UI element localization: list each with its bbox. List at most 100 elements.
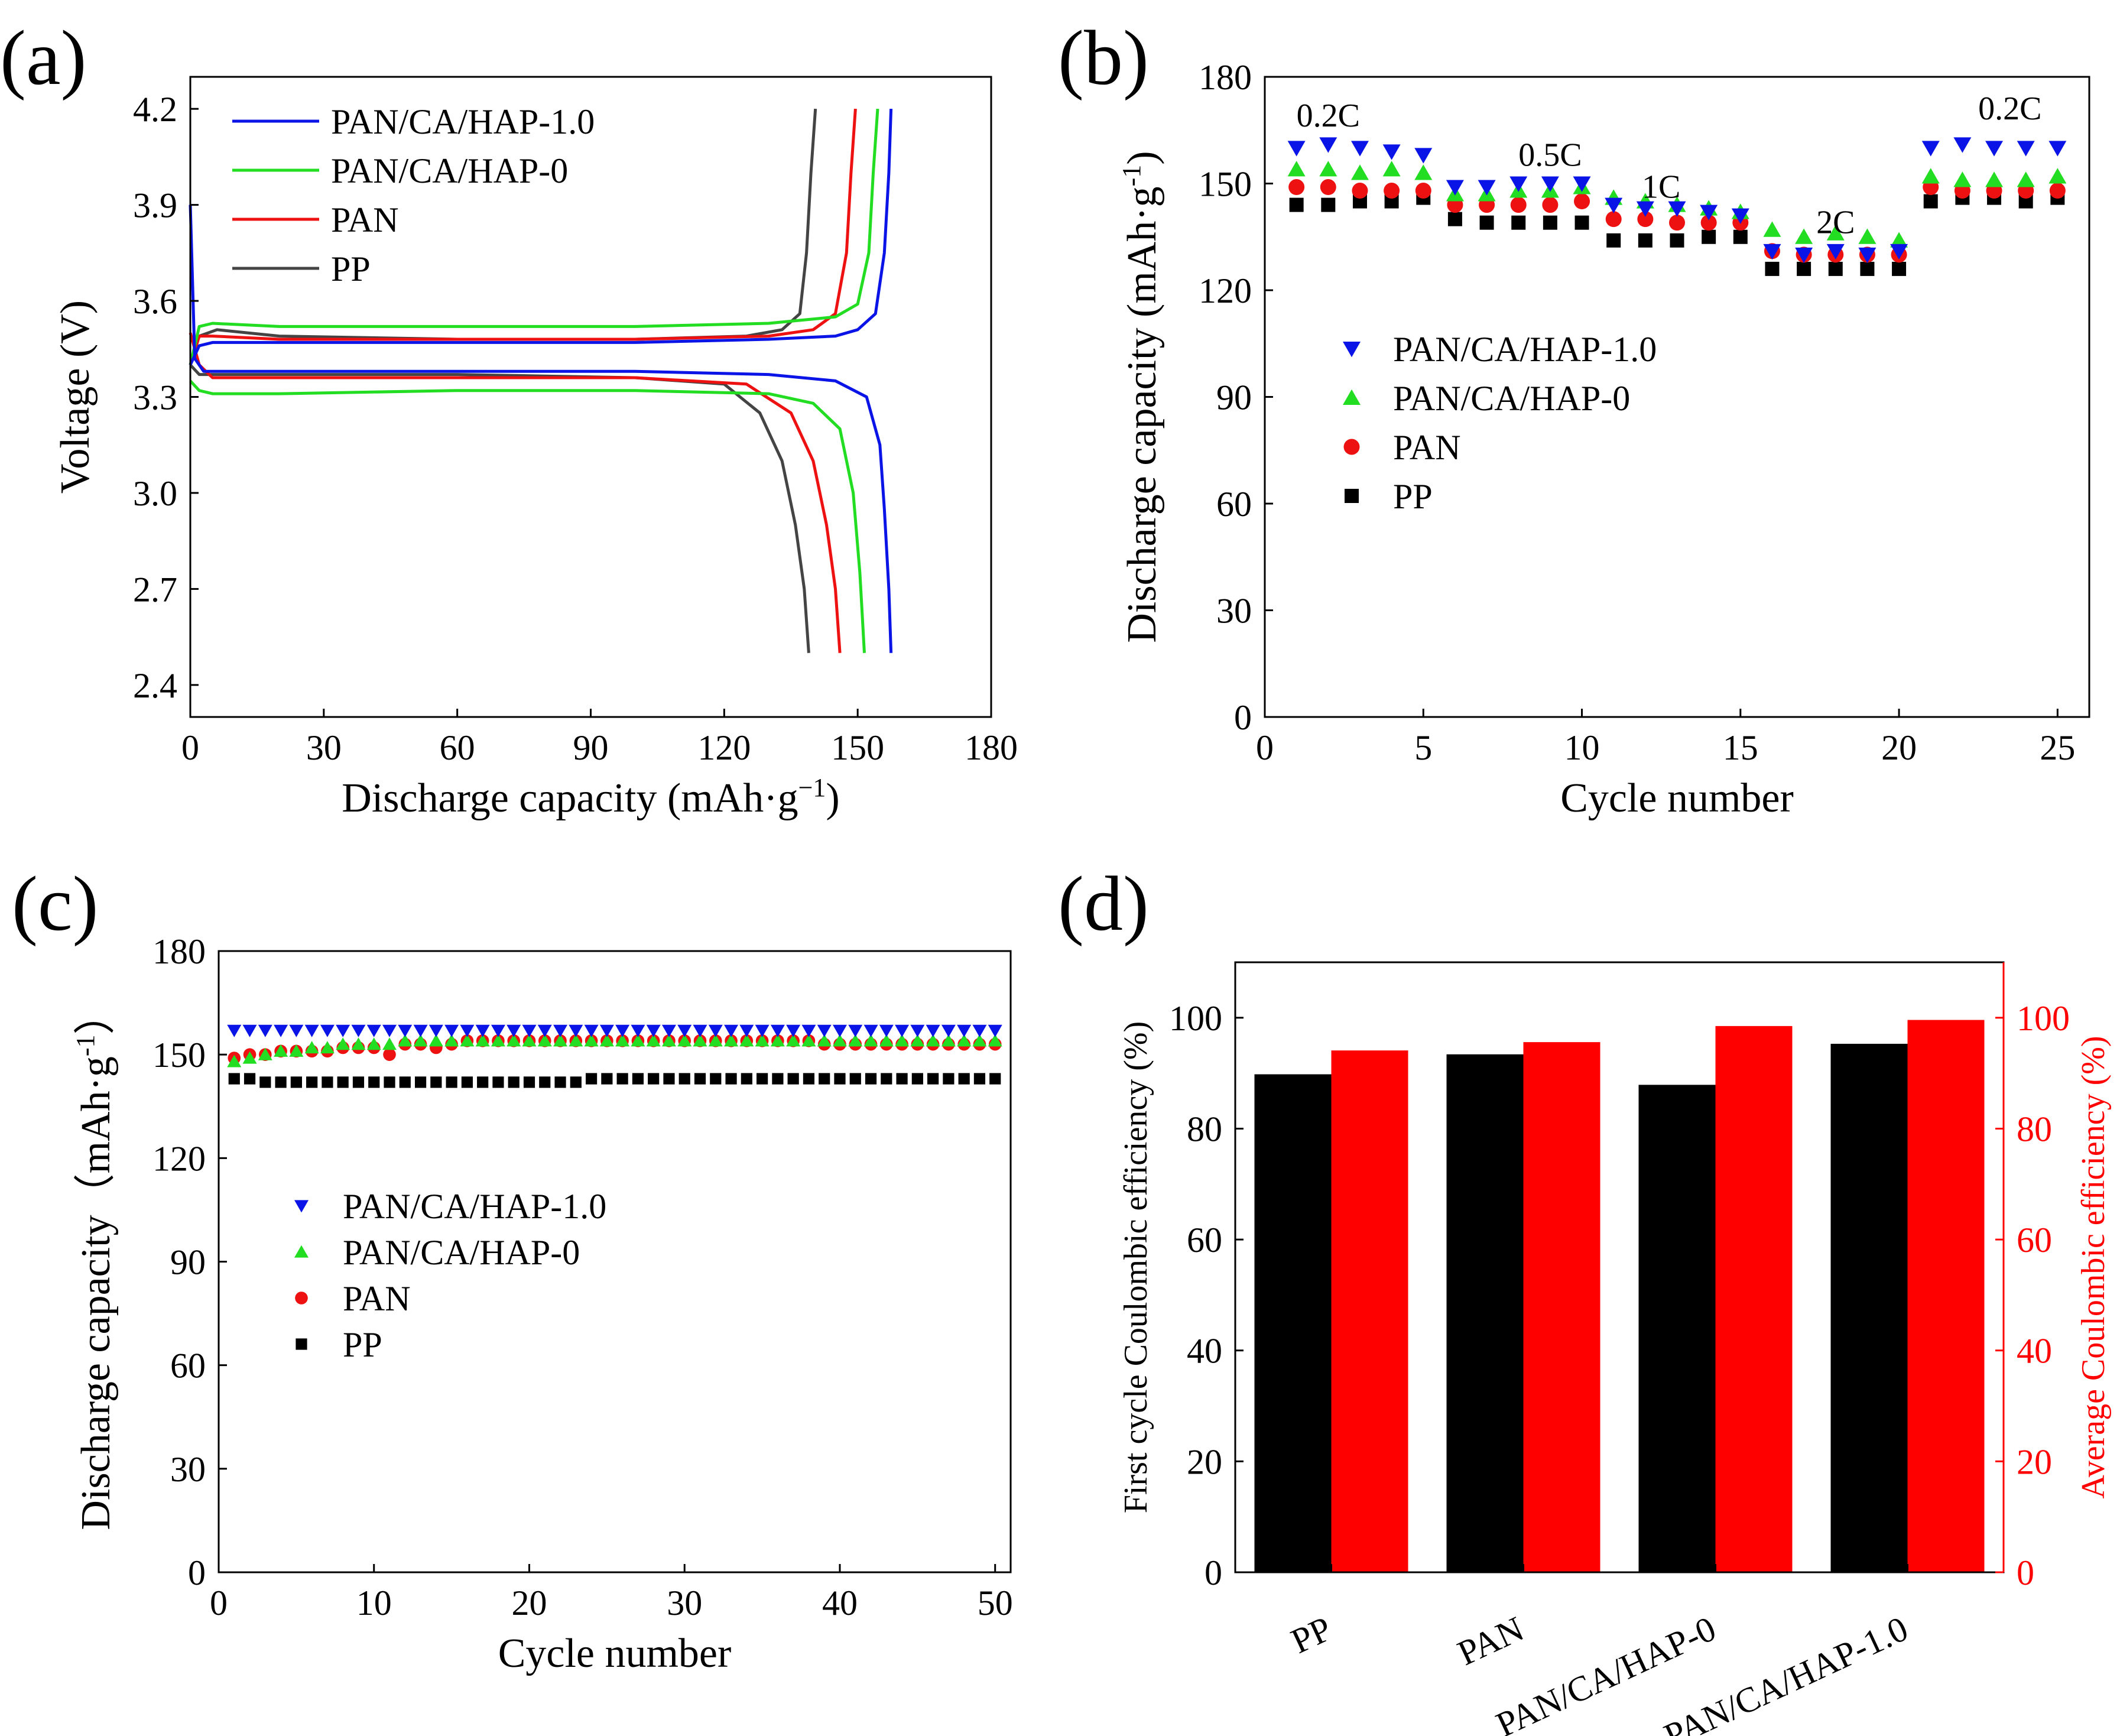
series-line-charge bbox=[189, 109, 893, 366]
data-point bbox=[926, 1034, 940, 1047]
data-point bbox=[832, 1034, 847, 1047]
panel-a-y-tick-label: 3.0 bbox=[133, 474, 177, 513]
data-point bbox=[1414, 148, 1433, 164]
data-point bbox=[227, 1024, 242, 1037]
legend-marker bbox=[1345, 489, 1359, 503]
data-point bbox=[663, 1073, 675, 1085]
rate-annotation: 2C bbox=[1816, 205, 1855, 241]
data-point bbox=[879, 1024, 894, 1037]
panel-d-y-axis-label: First cycle Coulombic efficiency (%) bbox=[1118, 1021, 1154, 1513]
data-point bbox=[1352, 183, 1368, 199]
data-point bbox=[1415, 183, 1431, 199]
data-point bbox=[1763, 221, 1781, 237]
panel-c-x-tick-label: 40 bbox=[822, 1584, 858, 1623]
legend-marker bbox=[294, 1200, 309, 1213]
panel-b-x-tick-label: 20 bbox=[1881, 728, 1917, 767]
data-point bbox=[863, 1034, 878, 1047]
legend-label: PAN/CA/HAP-1.0 bbox=[331, 102, 595, 141]
panel-d-y2-tick-label: 100 bbox=[2017, 999, 2070, 1038]
data-point bbox=[631, 1024, 645, 1037]
data-point bbox=[1478, 180, 1496, 196]
data-point bbox=[553, 1024, 568, 1037]
data-point bbox=[1350, 141, 1369, 157]
legend-marker bbox=[296, 1338, 307, 1350]
data-point bbox=[444, 1024, 459, 1037]
panel-d-y2-tick-label: 40 bbox=[2017, 1332, 2052, 1371]
data-point bbox=[413, 1034, 428, 1047]
data-point bbox=[1797, 261, 1811, 276]
data-point bbox=[646, 1024, 661, 1037]
data-point bbox=[1890, 232, 1908, 248]
panel-b-x-axis-label: Cycle number bbox=[1560, 775, 1794, 821]
panel-a-x-tick-label: 150 bbox=[831, 728, 884, 767]
data-point bbox=[879, 1034, 894, 1047]
data-point bbox=[228, 1073, 240, 1085]
series-line-discharge bbox=[189, 364, 810, 653]
data-point bbox=[242, 1051, 257, 1064]
data-point bbox=[1605, 211, 1622, 228]
data-point bbox=[1543, 215, 1557, 230]
data-point bbox=[584, 1024, 599, 1037]
data-point bbox=[863, 1024, 878, 1037]
data-point bbox=[739, 1034, 754, 1047]
data-point bbox=[398, 1024, 413, 1037]
data-point bbox=[1668, 201, 1686, 217]
data-point bbox=[787, 1073, 799, 1085]
panel-c-y-tick-label: 90 bbox=[170, 1243, 206, 1282]
legend-marker bbox=[294, 1245, 309, 1258]
data-point bbox=[755, 1024, 770, 1037]
data-point bbox=[446, 1076, 457, 1088]
data-point bbox=[1637, 211, 1654, 228]
data-point bbox=[507, 1024, 521, 1037]
legend-label: PAN/CA/HAP-1.0 bbox=[343, 1187, 606, 1226]
data-point bbox=[616, 1073, 628, 1085]
data-point bbox=[1953, 137, 1972, 153]
data-point bbox=[290, 1076, 302, 1088]
data-point bbox=[1953, 171, 1972, 187]
data-point bbox=[1319, 137, 1337, 153]
data-point bbox=[258, 1024, 272, 1037]
data-point bbox=[304, 1041, 319, 1054]
data-point bbox=[1858, 228, 1876, 244]
data-point bbox=[1731, 208, 1749, 224]
data-point bbox=[569, 1024, 583, 1037]
bar bbox=[1830, 1043, 1908, 1572]
legend-marker bbox=[295, 1292, 308, 1305]
data-point bbox=[648, 1073, 660, 1085]
panel-b-x-tick-label: 15 bbox=[1723, 728, 1758, 767]
data-point bbox=[275, 1076, 287, 1088]
rate-annotation: 0.2C bbox=[1297, 98, 1360, 134]
data-point bbox=[259, 1076, 271, 1088]
panel-a-x-tick-label: 90 bbox=[573, 728, 609, 767]
panel-b-x-tick-label: 10 bbox=[1564, 728, 1600, 767]
series-line-charge bbox=[189, 108, 879, 365]
data-point bbox=[694, 1073, 706, 1085]
panel-d-label: (d) bbox=[1058, 860, 1149, 947]
legend-label: PAN/CA/HAP-0 bbox=[331, 151, 568, 190]
data-point bbox=[1289, 197, 1304, 212]
data-point bbox=[383, 1048, 396, 1061]
legend-label: PP bbox=[343, 1325, 382, 1364]
data-point bbox=[1606, 233, 1621, 248]
panel-c-y-tick-label: 0 bbox=[188, 1553, 206, 1592]
data-point bbox=[1573, 176, 1591, 192]
data-point bbox=[227, 1054, 242, 1067]
legend-marker bbox=[1343, 342, 1361, 358]
data-point bbox=[708, 1024, 723, 1037]
data-point bbox=[352, 1076, 365, 1088]
panel-b-y-axis-label: Discharge capacity (mAh·g-1) bbox=[1117, 151, 1165, 643]
panel-b-y-tick-label: 120 bbox=[1199, 271, 1252, 310]
panel-c-label: (c) bbox=[12, 860, 99, 947]
panel-d-y-tick-label: 80 bbox=[1187, 1109, 1222, 1148]
data-point bbox=[770, 1024, 785, 1037]
data-point bbox=[1860, 261, 1875, 276]
data-point bbox=[2017, 141, 2035, 157]
panel-c-y-tick-label: 150 bbox=[152, 1036, 206, 1075]
data-point bbox=[941, 1034, 956, 1047]
data-point bbox=[817, 1024, 832, 1037]
data-point bbox=[1892, 261, 1907, 276]
data-point bbox=[491, 1034, 505, 1047]
panel-d-category-label: PAN bbox=[1452, 1609, 1530, 1673]
data-point bbox=[522, 1024, 537, 1037]
